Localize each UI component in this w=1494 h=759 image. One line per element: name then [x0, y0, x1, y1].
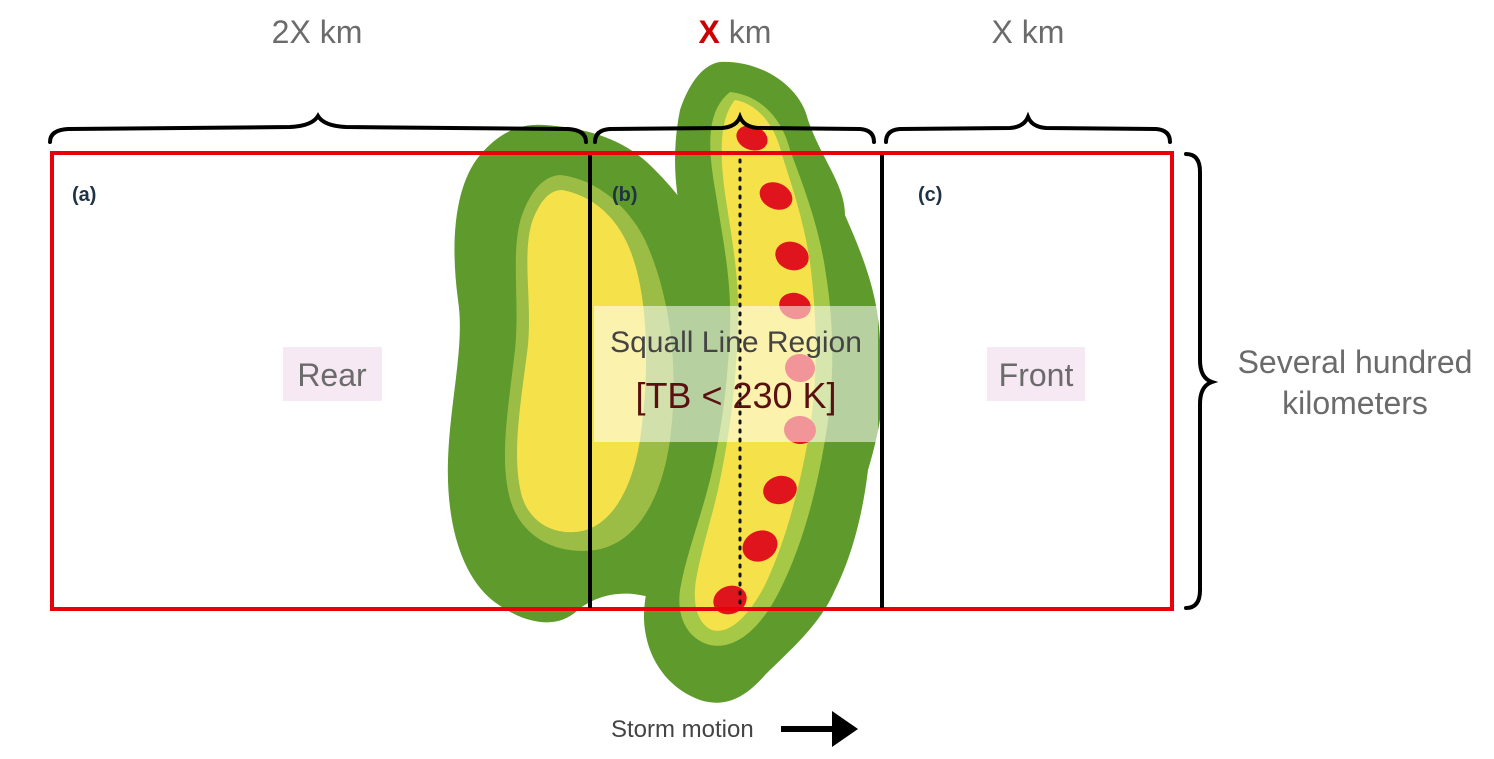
vertical-extent-brace	[1184, 152, 1219, 610]
extent-label-line1: Several hundred	[1238, 344, 1473, 380]
brightness-temperature-threshold: [TB < 230 K]	[635, 375, 836, 416]
storm-motion-arrow-icon	[781, 711, 858, 747]
front-width-brace	[884, 111, 1172, 144]
front-label: Front	[999, 357, 1074, 393]
panel-tag-a: (a)	[72, 184, 96, 206]
front-width-label: X km	[992, 14, 1065, 50]
storm-motion-label: Storm motion	[611, 716, 754, 743]
rear-label-background	[283, 347, 382, 401]
rear-label: Rear	[297, 357, 367, 393]
squall-width-brace	[593, 111, 876, 144]
rear-width-label: 2X km	[272, 14, 363, 50]
panel-tag-c: (c)	[918, 184, 942, 206]
squall-label-background	[594, 306, 878, 442]
convective-cell-1	[736, 125, 768, 151]
convective-cell-2	[759, 182, 793, 210]
squall-width-label: X km	[699, 14, 772, 50]
squall-width-x: X	[699, 14, 721, 50]
convective-cell-3	[775, 241, 809, 271]
front-label-background	[987, 347, 1085, 401]
convective-cell-8	[742, 530, 778, 562]
stratiform-core	[517, 190, 647, 533]
analysis-domain-box	[50, 151, 1174, 611]
convective-cell-7	[763, 475, 797, 505]
squall-width-unit: km	[720, 14, 772, 50]
squall-line-region-label: Squall Line Region	[610, 326, 862, 359]
extent-label-line2: kilometers	[1282, 385, 1428, 421]
panel-tag-b: (b)	[612, 184, 638, 206]
rear-width-brace	[48, 112, 588, 144]
